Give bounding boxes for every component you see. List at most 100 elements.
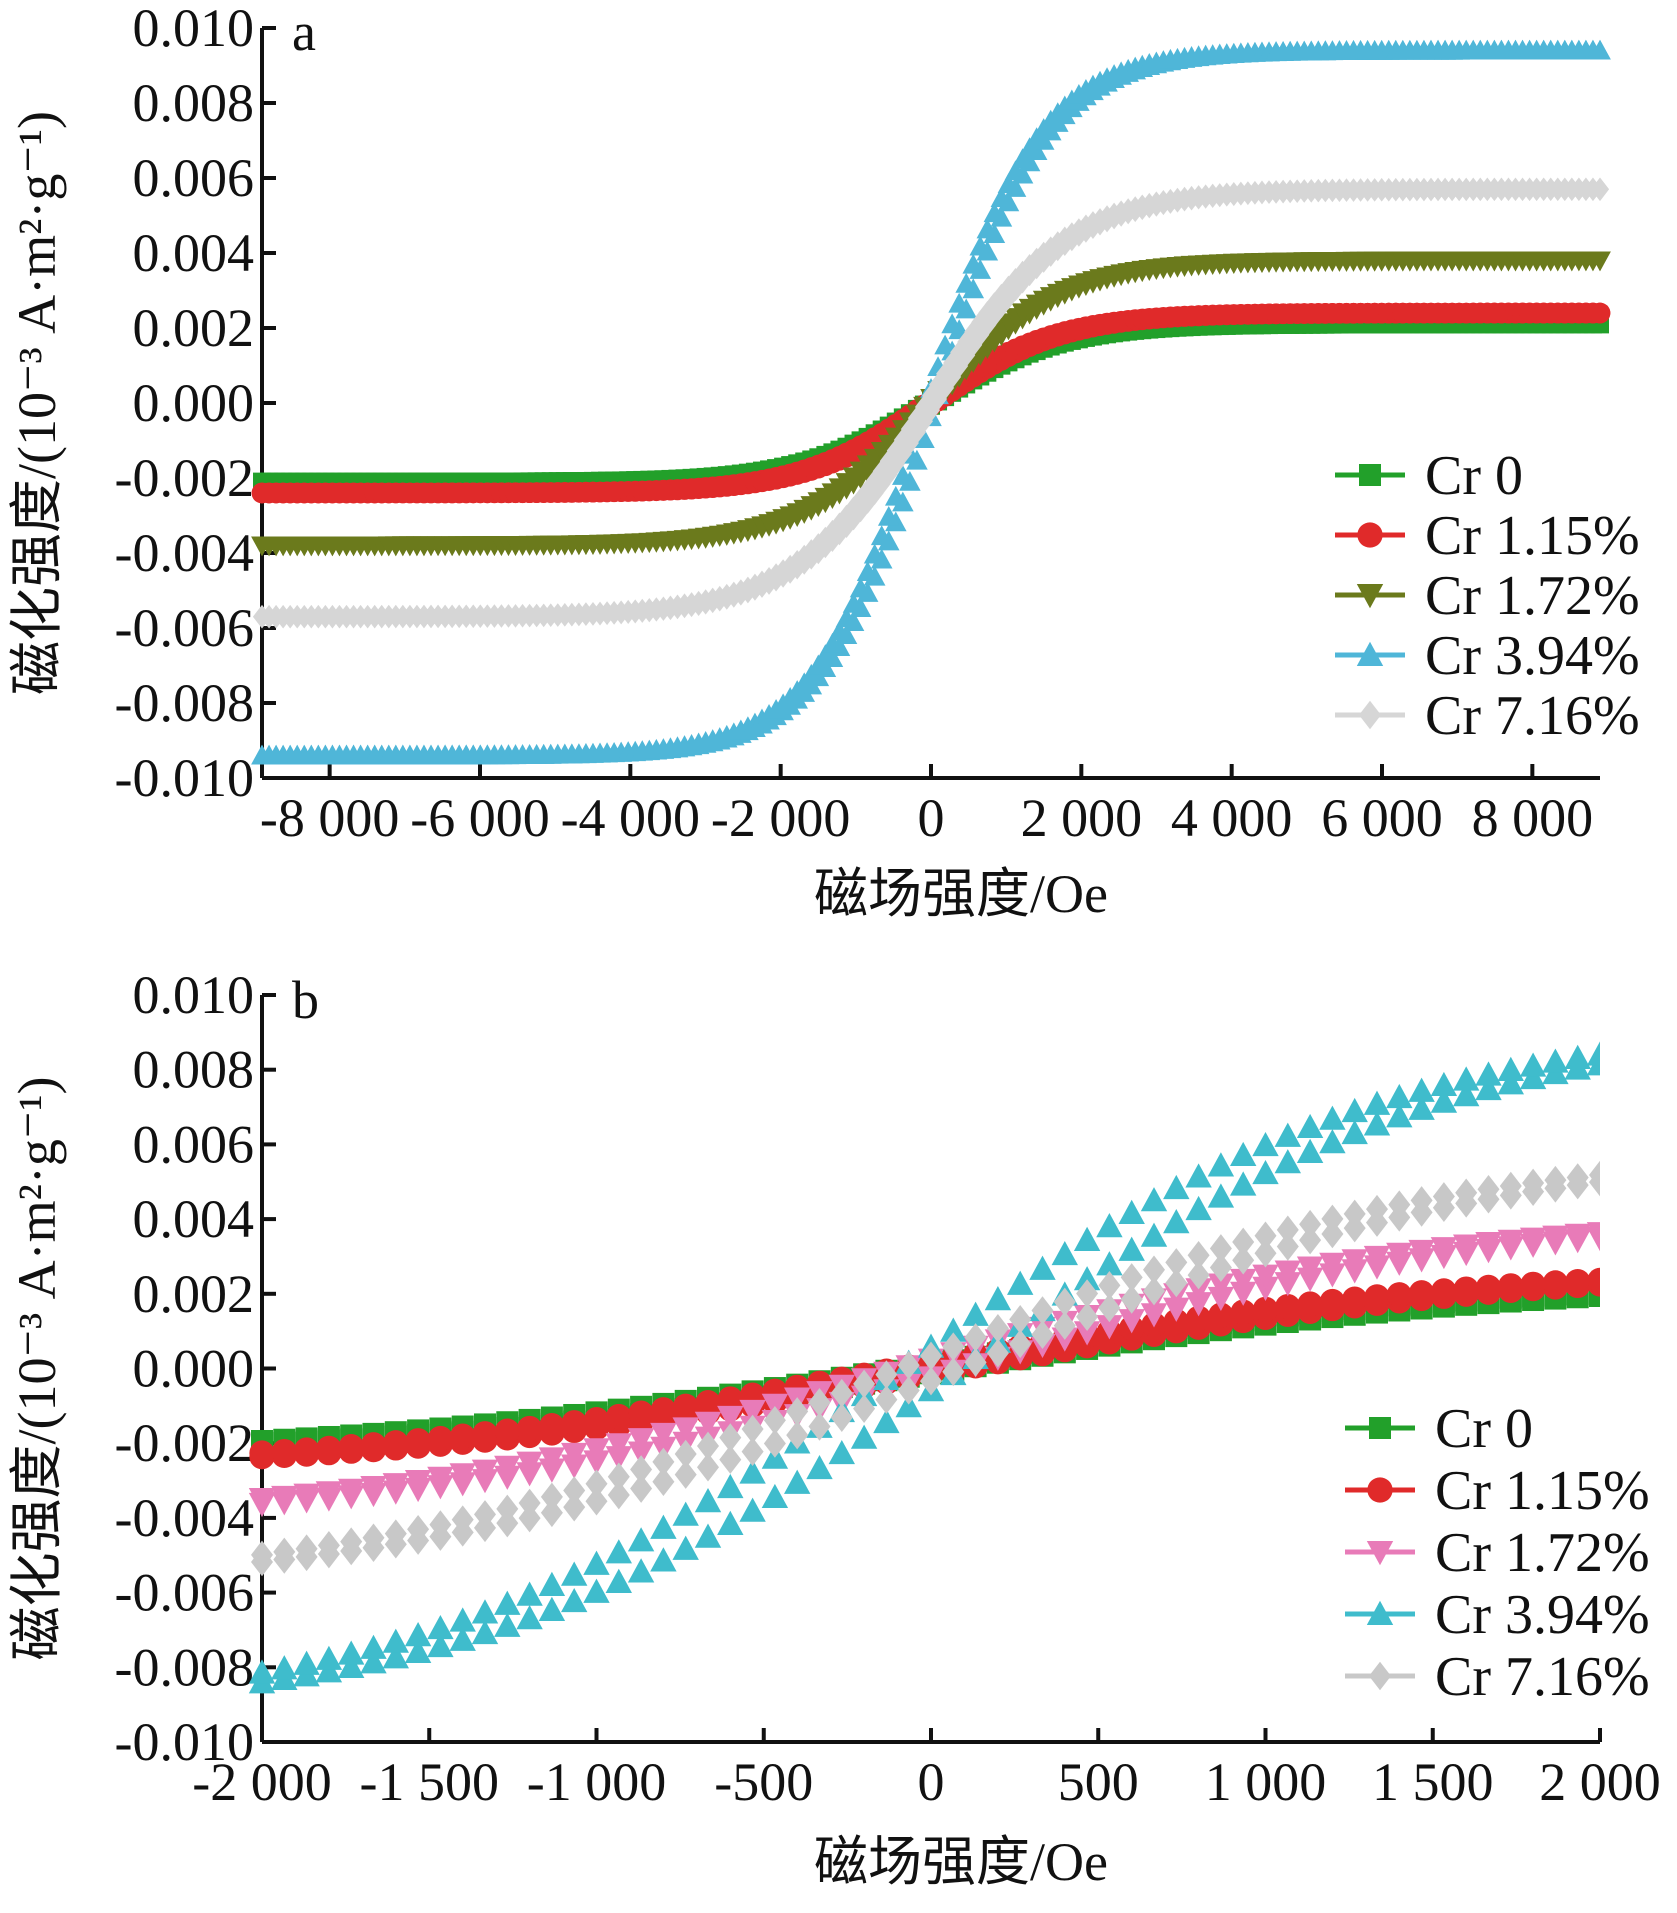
data-point [561,1561,588,1586]
data-point [248,1659,276,1684]
data-point [1009,1305,1032,1334]
data-point [494,1418,520,1444]
data-point [1163,1297,1190,1322]
data-point [1031,1320,1054,1349]
data-point [1565,1268,1591,1295]
data-point [627,1428,655,1453]
data-point [1363,1111,1391,1136]
y-tick-label: -0.006 [115,1563,254,1623]
legend-marker [1357,522,1383,548]
data-point [741,1437,764,1466]
data-point [1343,1199,1366,1229]
data-point [407,1514,430,1544]
data-point [1274,1122,1301,1147]
data-point [1564,1223,1591,1248]
data-point [842,593,865,613]
data-point [884,485,907,506]
data-point [340,1527,363,1556]
data-point [1386,1282,1412,1308]
data-point [1073,1321,1101,1346]
chart-panel-a: -0.010 -0.008 -0.006 -0.004 -0.002 0.000 0.002… [7,0,1640,924]
legend-marker [1359,464,1381,486]
data-point [1542,1225,1569,1250]
x-tick-label: 2 000 [1539,1752,1661,1812]
legend-label: Cr 0 [1435,1398,1533,1460]
data-point [404,1638,432,1663]
data-point [1589,39,1611,60]
data-point [293,1437,320,1463]
panel-label: b [292,970,319,1030]
data-point [1053,1311,1076,1340]
data-point [1296,1256,1324,1281]
legend-item: Cr 7.16% [1335,685,1640,747]
legend-label: Cr 0 [1425,445,1523,507]
data-point [1297,1291,1323,1317]
y-tick-label: 0.000 [133,373,255,433]
data-point [518,1488,541,1518]
data-point [516,1581,543,1606]
series-cr-1-72- [251,251,1611,557]
data-point [650,1547,677,1572]
data-point [1143,1255,1165,1285]
legend-label: Cr 1.15% [1435,1460,1650,1522]
data-point [627,1558,655,1583]
data-point [1453,1234,1480,1259]
x-axis-title: 磁场强度/Oe [814,864,1108,924]
panel-label: a [292,2,316,62]
data-point [962,1301,989,1326]
data-point [249,1440,275,1466]
data-point [1209,1234,1232,1263]
data-point [1408,1239,1435,1265]
legend-item: Cr 3.94% [1345,1584,1650,1646]
y-tick-label: -0.004 [115,523,254,583]
data-point [583,1578,610,1603]
legend-marker [1366,1541,1394,1566]
data-point [338,1478,365,1503]
data-point [1299,1209,1322,1239]
data-point [607,1462,630,1492]
data-point [1062,222,1081,246]
data-point [694,1411,722,1436]
data-point [1520,1271,1546,1297]
legend-item: Cr 0 [1335,445,1523,507]
data-point [1252,1159,1279,1185]
data-point [338,1640,365,1665]
legend-item: Cr 1.72% [1345,1522,1650,1584]
y-tick-label: -0.002 [115,1413,254,1473]
series-cr-7-16- [251,1160,1600,1577]
data-point [955,272,978,293]
data-point [538,1571,566,1596]
data-point [628,1400,654,1426]
data-point [870,525,893,546]
data-point [1589,302,1611,324]
data-point [650,1514,677,1539]
legend-marker [1356,641,1384,666]
data-point [538,1447,566,1472]
x-tick-label: -1 000 [527,1752,666,1812]
data-point [1497,1229,1524,1254]
legend-marker [1369,1661,1391,1691]
data-point [427,1632,454,1658]
data-point [1209,1253,1232,1282]
data-point [451,1505,474,1534]
data-point [606,1403,632,1430]
data-point [1319,1252,1346,1277]
data-point [875,1385,898,1414]
data-point [1252,1276,1279,1301]
data-point [774,559,793,583]
data-point [942,1332,965,1361]
data-point [516,1605,543,1630]
x-tick-label: 2 000 [1021,788,1143,848]
data-point [802,539,821,563]
data-point [650,1422,677,1448]
data-point [1073,1226,1101,1251]
data-point [1363,1090,1391,1115]
data-point [814,644,837,664]
data-point [1276,1215,1299,1245]
legend-marker [1359,700,1381,730]
legend-label: Cr 3.94% [1435,1584,1650,1646]
data-point [1296,1138,1324,1164]
data-point [1519,1052,1547,1077]
data-point [293,1483,320,1508]
data-point [427,1466,454,1491]
